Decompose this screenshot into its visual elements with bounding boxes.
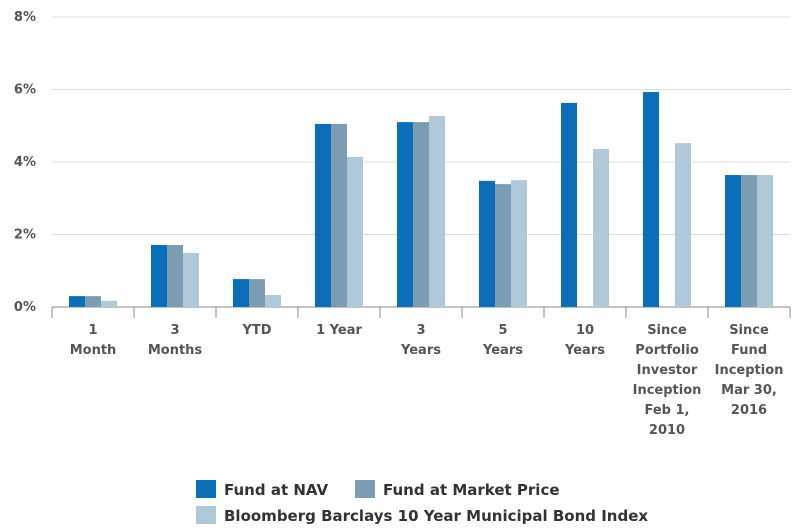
y-tick-label: 8% [14, 10, 36, 25]
bar [757, 175, 773, 307]
x-tick-label: 1 Month [70, 323, 117, 358]
y-tick-label: 0% [14, 300, 36, 315]
bar [413, 122, 429, 307]
bar [675, 143, 691, 307]
bar [725, 175, 741, 307]
bar [151, 245, 167, 307]
bar [85, 296, 101, 307]
x-tick-label: YTD [241, 323, 271, 338]
x-tick-label: Since Fund Inception Mar 30, 2016 [715, 323, 784, 418]
y-tick-label: 6% [14, 83, 36, 98]
y-tick-label: 2% [14, 228, 36, 243]
bar [479, 180, 495, 307]
legend-swatch [196, 480, 216, 498]
x-tick-label: 1 Year [316, 323, 362, 338]
x-tick-label: 10 Years [564, 323, 605, 358]
x-tick-label: Since Portfolio Investor Inception Feb 1, 201… [633, 323, 702, 438]
bar [397, 122, 413, 307]
bar [233, 279, 249, 307]
bar [101, 300, 117, 307]
bar [315, 123, 331, 307]
bar [331, 123, 347, 307]
x-tick-label: 5 Years [482, 323, 523, 358]
bar [561, 102, 577, 307]
legend-swatch [355, 480, 375, 498]
bar [741, 175, 757, 307]
bar [347, 156, 363, 307]
x-tick-label: 3 Years [400, 323, 441, 358]
x-tick-label: 3 Months [148, 323, 203, 358]
legend-swatch [196, 506, 216, 524]
bar [249, 279, 265, 307]
legend-label: Fund at NAV [224, 481, 328, 499]
legend-label: Fund at Market Price [383, 481, 560, 499]
bar [183, 252, 199, 307]
legend-label: Bloomberg Barclays 10 Year Municipal Bon… [224, 507, 648, 525]
bar [643, 92, 659, 307]
bar [495, 184, 511, 307]
bar [429, 115, 445, 308]
bar [69, 296, 85, 307]
legend: Fund at NAV Fund at Market Price Bloomberg… [196, 480, 648, 525]
bar [167, 245, 183, 307]
bar [511, 180, 527, 307]
y-tick-label: 4% [14, 155, 36, 170]
bar [265, 295, 281, 307]
bar [593, 148, 609, 307]
